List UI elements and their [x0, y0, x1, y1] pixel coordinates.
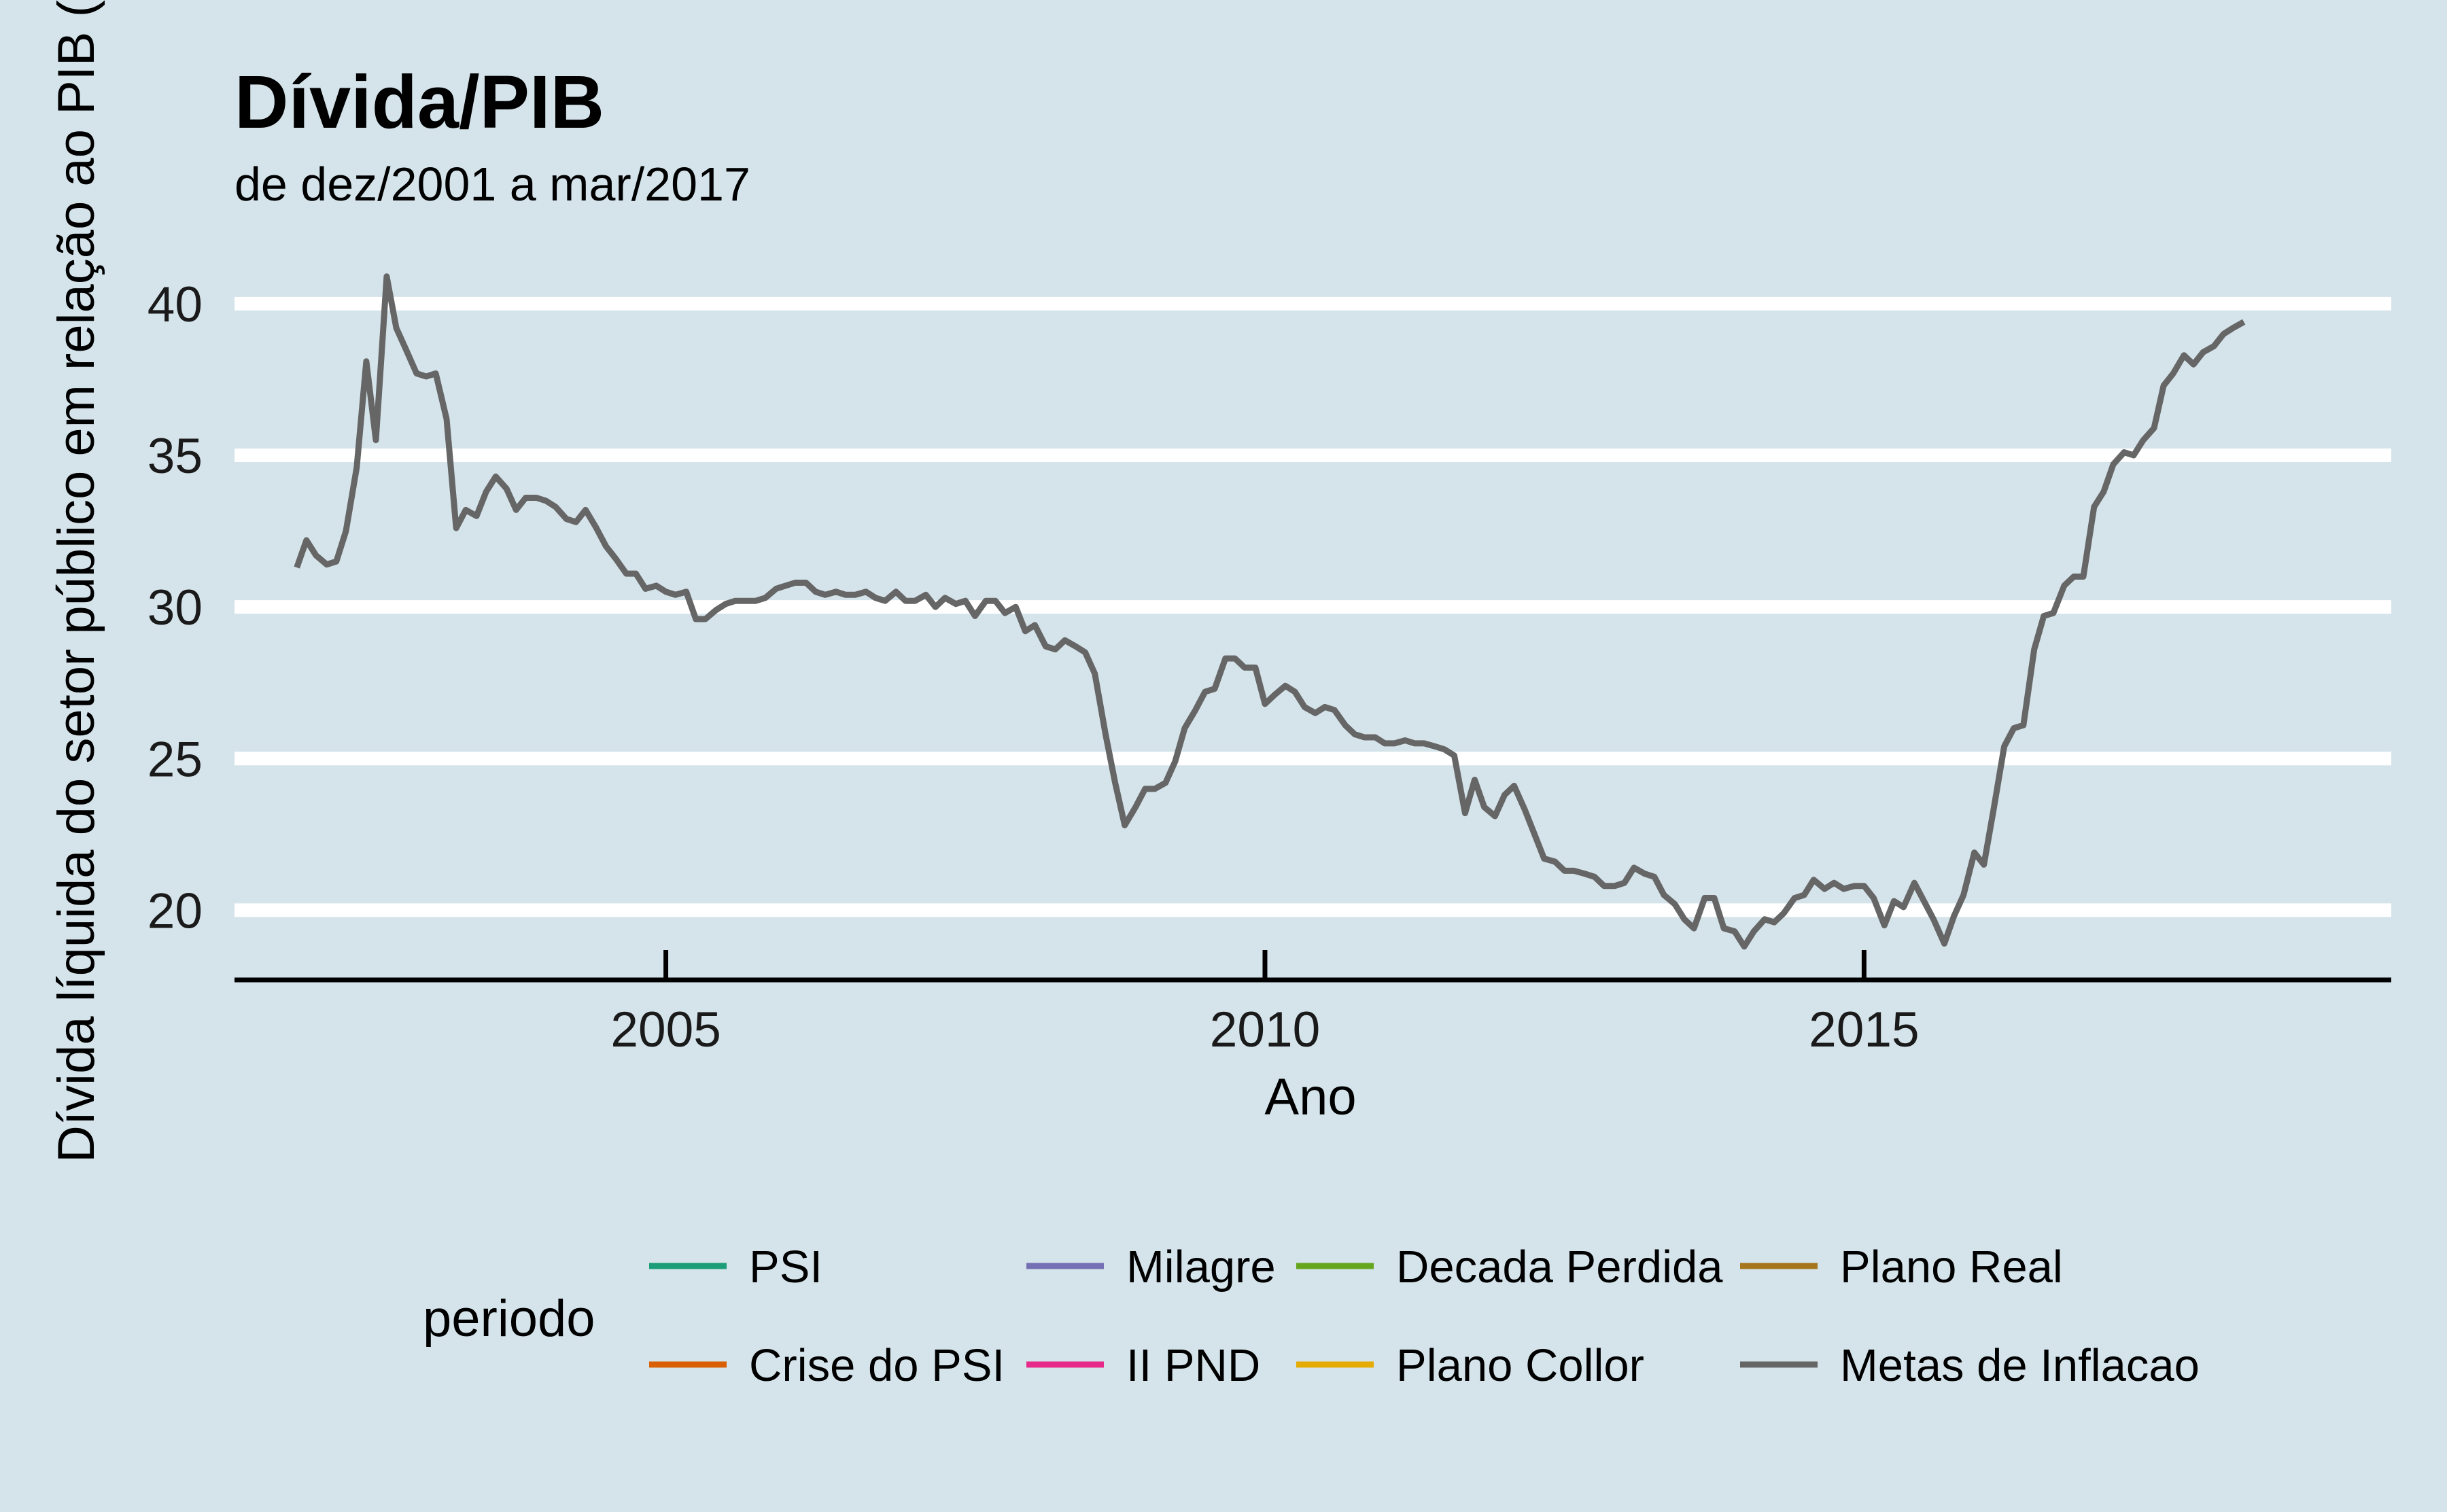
x-tick-label-2010: 2010	[1210, 1002, 1320, 1057]
y-tick-label-20: 20	[147, 883, 203, 938]
series-line-metas-de-inflacao	[294, 273, 2246, 950]
y-axis-ticks: 20 25 30 35 40	[147, 277, 203, 938]
y-axis-title: Dívida líquida do setor público em relaç…	[48, 0, 105, 1163]
legend: periodo PSI Crise do PSI Milagre II PND Deca…	[423, 1242, 2200, 1391]
legend-title: periodo	[423, 1290, 595, 1348]
y-tick-label-35: 35	[147, 429, 203, 484]
y-tick-label-30: 30	[147, 580, 203, 635]
legend-label-plano-real: Plano Real	[1840, 1242, 2063, 1293]
x-tick-label-2005: 2005	[610, 1002, 721, 1057]
legend-label-metas-de-inflacao: Metas de Inflacao	[1840, 1340, 2200, 1391]
legend-label-psi: PSI	[749, 1242, 822, 1293]
gridlines	[235, 296, 2391, 917]
legend-label-ii-pnd: II PND	[1126, 1340, 1260, 1391]
legend-label-crise-do-psi: Crise do PSI	[749, 1340, 1005, 1391]
x-axis-title: Ano	[1264, 1068, 1356, 1126]
series-lines	[294, 273, 2246, 950]
legend-label-plano-collor: Plano Collor	[1396, 1340, 1644, 1391]
y-tick-label-25: 25	[147, 732, 203, 787]
chart-subtitle: de dez/2001 a mar/2017	[235, 158, 750, 211]
x-tick-label-2015: 2015	[1809, 1002, 1919, 1057]
y-tick-label-40: 40	[147, 277, 203, 332]
x-axis: 2005 2010 2015	[235, 950, 2391, 1057]
legend-label-decada-perdida: Decada Perdida	[1396, 1242, 1723, 1293]
legend-label-milagre: Milagre	[1126, 1242, 1276, 1293]
chart-title: Dívida/PIB	[235, 60, 604, 144]
